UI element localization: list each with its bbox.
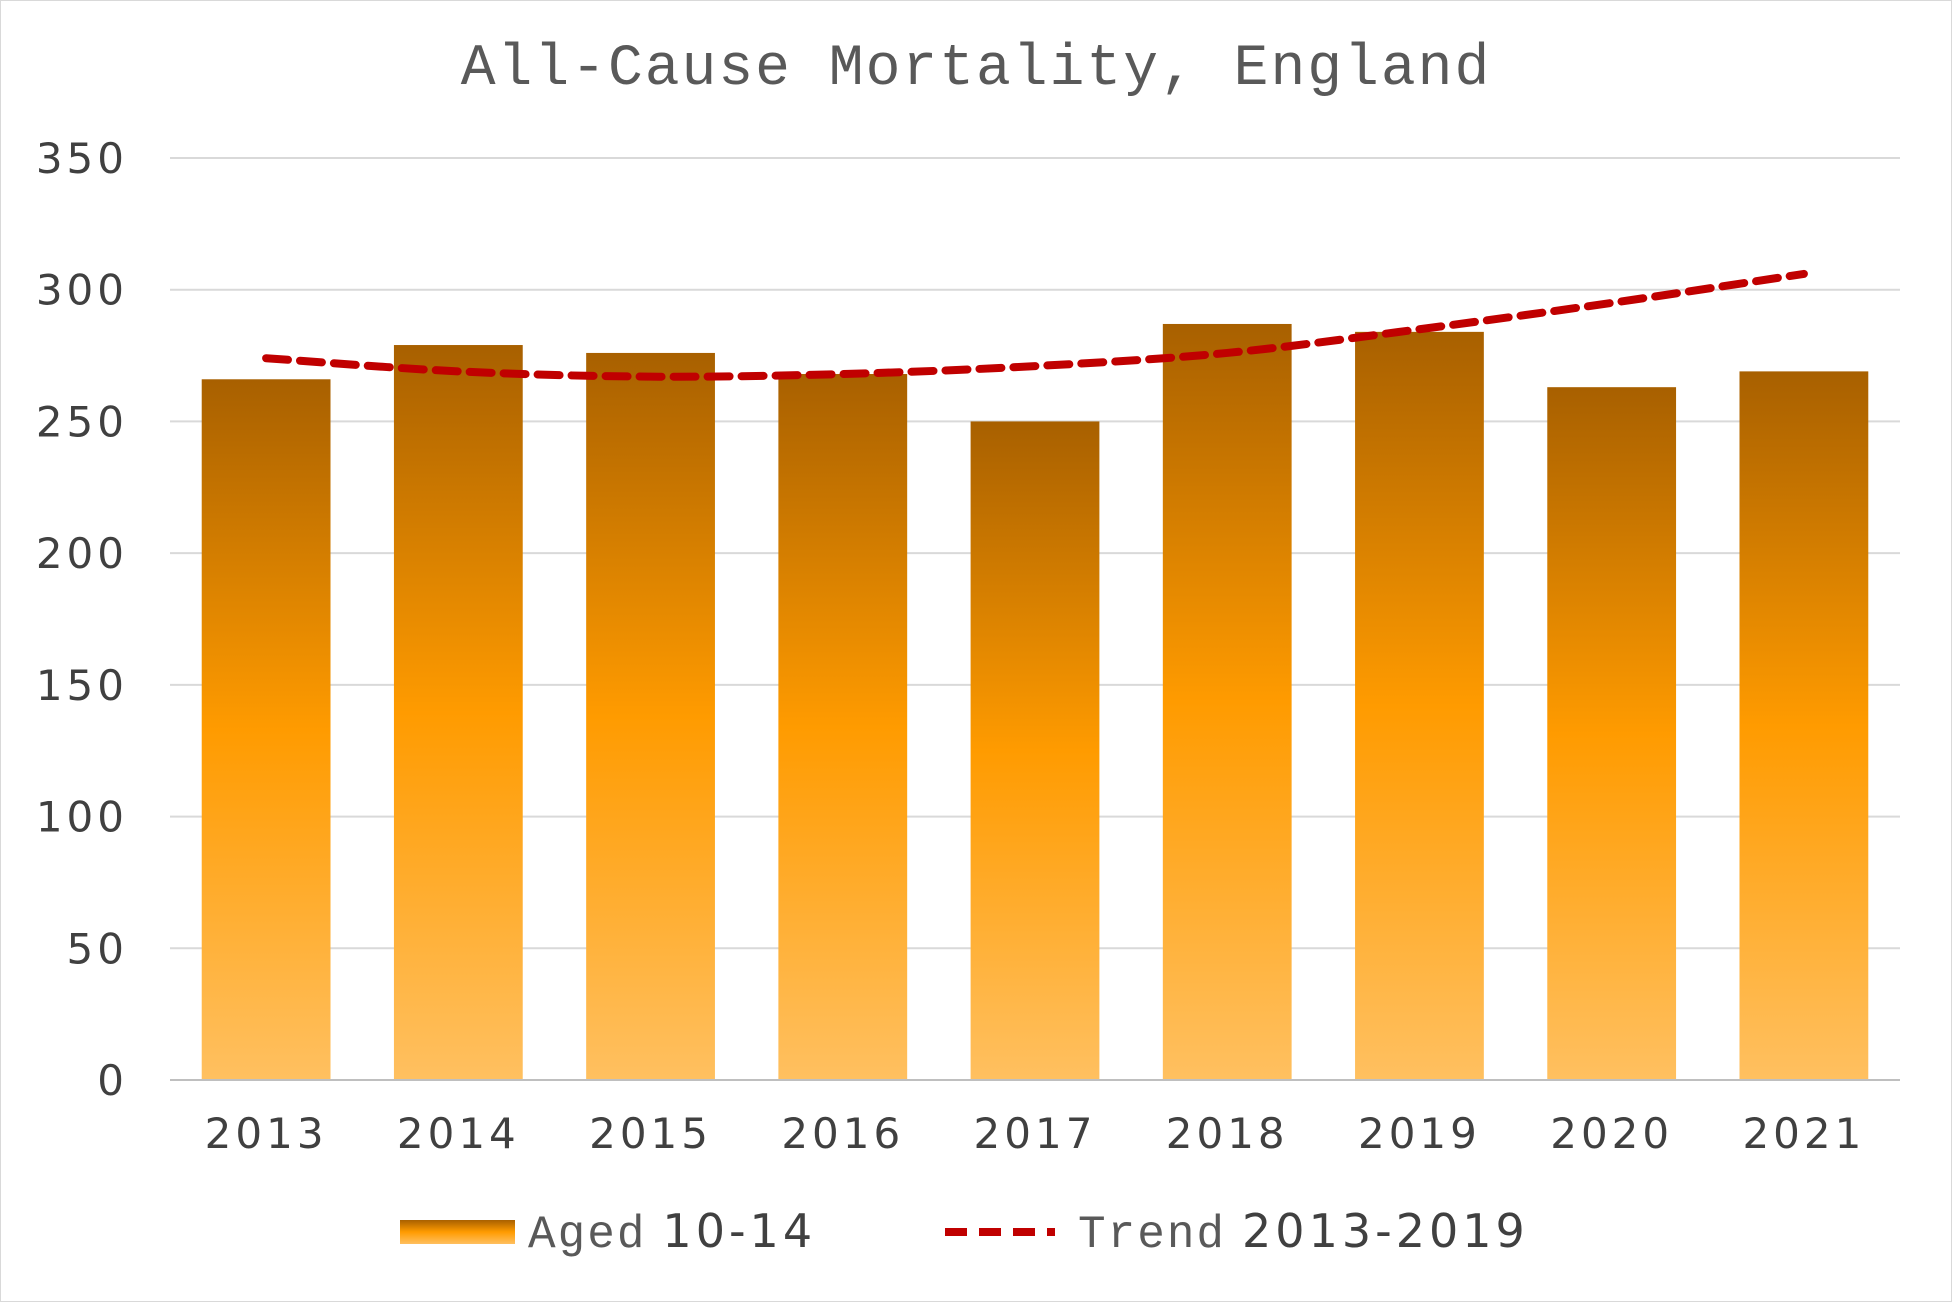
x-tick-label: 2016 (781, 1109, 904, 1158)
x-tick-label: 2020 (1550, 1109, 1673, 1158)
y-tick-label: 50 (67, 924, 128, 973)
x-tick-label: 2018 (1166, 1109, 1289, 1158)
bar-2018 (1162, 323, 1292, 1081)
bar-2021 (1739, 371, 1869, 1080)
trend-line (262, 269, 1808, 381)
y-tick-label: 0 (97, 1056, 128, 1105)
x-tick-label: 2019 (1358, 1109, 1481, 1158)
bar-2016 (778, 374, 908, 1080)
legend-label-bars: Aged 10-14 (528, 1204, 816, 1261)
bar-2017 (970, 421, 1100, 1080)
x-tick-label: 2017 (974, 1109, 1097, 1158)
x-axis: 2013 2014 2015 2016 2017 2018 2019 2020 2021 (170, 1079, 1900, 1158)
y-tick-label: 100 (36, 793, 128, 842)
bar-2020 (1547, 387, 1677, 1080)
x-tick-label: 2021 (1742, 1109, 1865, 1158)
x-tick-label: 2015 (589, 1109, 712, 1158)
bar-2014 (393, 345, 523, 1080)
y-tick-label: 350 (36, 134, 128, 183)
bars (201, 323, 1869, 1081)
trend-line-group (262, 269, 1808, 381)
legend-label-bars-text: Aged (528, 1209, 646, 1261)
legend-label-trend-text: Trend (1078, 1209, 1226, 1261)
x-tick-label: 2013 (205, 1109, 328, 1158)
y-axis-ticks: 0 50 100 150 200 250 300 350 (36, 134, 128, 1105)
x-tick-label: 2014 (397, 1109, 520, 1158)
legend-label-trend: Trend 2013-2019 (1078, 1204, 1529, 1261)
legend-label-trend-num: 2013-2019 (1242, 1204, 1529, 1258)
y-tick-label: 150 (36, 661, 128, 710)
bar-2013 (201, 379, 331, 1080)
y-tick-label: 300 (36, 266, 128, 315)
bar-2015 (586, 352, 715, 1080)
y-tick-label: 250 (36, 397, 128, 446)
bar-2019 (1355, 331, 1484, 1080)
legend-label-bars-num: 10-14 (662, 1204, 816, 1258)
y-tick-label: 200 (36, 529, 128, 578)
legend-swatch-bars (400, 1220, 515, 1244)
legend: Aged 10-14 Trend 2013-2019 (400, 1204, 1529, 1261)
chart-title: All-Cause Mortality, England (461, 37, 1492, 102)
